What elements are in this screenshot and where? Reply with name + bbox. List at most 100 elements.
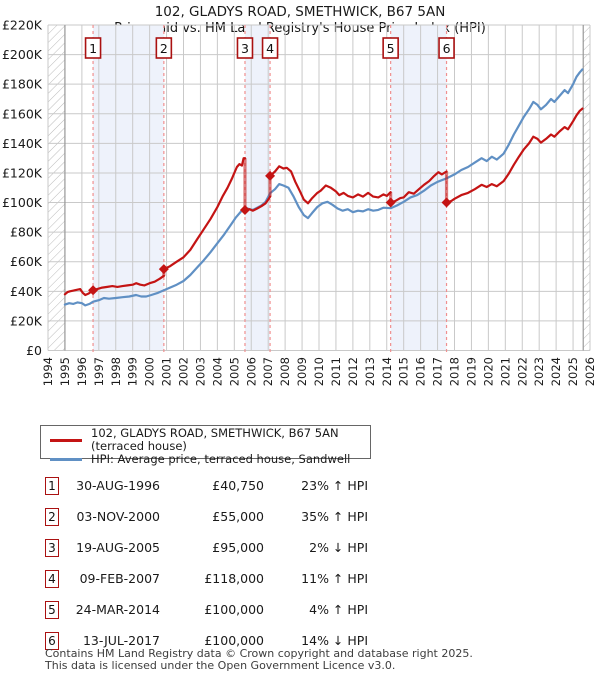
sale-event-label-box: [261, 37, 279, 59]
hpi-line: [63, 68, 584, 307]
sale-hpi-delta: 14% ↓ HPI: [301, 633, 368, 648]
sale-price: £40,750: [212, 478, 264, 493]
y-tick-label: £160K: [2, 106, 43, 121]
sale-number-badge: 2: [45, 507, 59, 526]
y-tick-label: £20K: [10, 313, 43, 328]
sale-hpi-delta: 4% ↑ HPI: [309, 602, 368, 617]
sale-marker-diamond: [441, 197, 452, 208]
price-line: [445, 107, 584, 204]
sale-date: 09-FEB-2007: [79, 571, 160, 586]
x-tick-label: 1996: [75, 357, 89, 386]
chart-legend: 102, GLADYS ROAD, SMETHWICK, B67 5AN (te…: [40, 425, 371, 466]
x-tick-label: 2004: [210, 357, 224, 386]
x-tick-label: 2015: [397, 357, 411, 386]
sale-event-label-box: [155, 37, 173, 59]
sale-price: £118,000: [204, 571, 264, 586]
y-tick-label: £100K: [2, 195, 43, 210]
x-tick-label: 2012: [346, 357, 360, 386]
sale-number-badge: 5: [45, 600, 59, 619]
x-tick-label: 2002: [177, 357, 191, 386]
y-tick-label: £80K: [10, 225, 43, 240]
sale-price: £55,000: [212, 509, 264, 524]
x-tick-label: 2011: [329, 357, 343, 386]
sale-event-number: 3: [241, 41, 249, 56]
sale-hpi-delta: 23% ↑ HPI: [301, 478, 368, 493]
x-tick-label: 1998: [109, 357, 123, 386]
sale-event-label-box: [236, 37, 254, 59]
sale-marker-diamond: [88, 285, 99, 296]
sale-event-number: 4: [266, 41, 274, 56]
y-tick-label: £40K: [10, 284, 43, 299]
table-row: 2 03-NOV-2000 £55,000 35% ↑ HPI: [45, 501, 375, 532]
footer-line1: Contains HM Land Registry data © Crown c…: [45, 647, 473, 660]
sale-event-number: 5: [387, 41, 395, 56]
x-tick-label: 2023: [532, 357, 546, 386]
no-data-hatch: [583, 25, 590, 351]
sale-price: £100,000: [204, 602, 264, 617]
x-tick-label: 2021: [498, 357, 512, 386]
footer-line2: This data is licensed under the Open Gov…: [45, 658, 396, 672]
sale-event-number: 1: [89, 41, 97, 56]
y-tick-label: £220K: [2, 18, 43, 33]
x-tick-label: 2018: [448, 357, 462, 386]
x-tick-label: 2014: [380, 357, 394, 386]
sale-marker-diamond: [265, 170, 276, 181]
legend-label-price: 102, GLADYS ROAD, SMETHWICK, B67 5AN (te…: [91, 426, 339, 453]
y-tick-label: £0: [26, 343, 42, 358]
price-chart: 1 2 3 4 5 6 £0 £20K £40K £60K £80K £100K £120K £140K £…: [2, 18, 597, 387]
x-tick-label: 2013: [363, 357, 377, 386]
x-tick-label: 2019: [464, 357, 478, 386]
hpi-line-swatch: [50, 458, 82, 461]
sale-marker-diamond: [158, 264, 169, 275]
y-tick-label: £180K: [2, 77, 43, 92]
sales-table: 1 30-AUG-1996 £40,750 23% ↑ HPI 2 03-NOV…: [45, 470, 375, 656]
x-tick-label: 2016: [414, 357, 428, 386]
price-line: [63, 274, 165, 297]
price-line-swatch: [50, 438, 82, 442]
x-tick-label: 2008: [278, 357, 292, 386]
x-tick-label: 2022: [515, 357, 529, 386]
x-tick-label: 2020: [481, 357, 495, 386]
price-line: [389, 170, 448, 204]
table-row: 6 13-JUL-2017 £100,000 14% ↓ HPI: [45, 625, 375, 656]
sale-date: 30-AUG-1996: [76, 478, 160, 493]
x-tick-label: 2017: [431, 357, 445, 386]
y-tick-label: £140K: [2, 136, 43, 151]
x-tick-label: 2007: [261, 357, 275, 386]
sale-number-badge: 1: [45, 476, 59, 495]
x-tick-label: 2005: [227, 357, 241, 386]
sale-marker-diamond: [385, 197, 396, 208]
sale-event-number: 6: [443, 41, 451, 56]
sale-event-label-box: [382, 37, 399, 59]
sale-event-label-box: [438, 37, 455, 59]
x-tick-label: 2001: [160, 357, 174, 386]
legend-item-price: 102, GLADYS ROAD, SMETHWICK, B67 5AN (te…: [41, 427, 370, 453]
y-tick-label: £120K: [2, 165, 43, 180]
x-tick-label: 2026: [583, 357, 597, 386]
legend-label-hpi: HPI: Average price, terraced house, Sand…: [91, 452, 351, 466]
x-tick-label: 1997: [92, 357, 106, 386]
sale-number-badge: 6: [45, 631, 59, 650]
price-line: [162, 157, 247, 271]
price-line: [243, 195, 272, 212]
sale-hpi-delta: 2% ↓ HPI: [309, 540, 368, 555]
sale-hpi-delta: 11% ↑ HPI: [301, 571, 368, 586]
x-tick-label: 1995: [58, 357, 72, 386]
sale-date: 03-NOV-2000: [76, 509, 160, 524]
license-footer: Contains HM Land Registry data © Crown c…: [45, 648, 473, 671]
ownership-band: [390, 25, 447, 351]
sale-date: 13-JUL-2017: [82, 633, 160, 648]
sale-price: £100,000: [204, 633, 264, 648]
x-tick-label: 2000: [143, 357, 157, 386]
table-row: 5 24-MAR-2014 £100,000 4% ↑ HPI: [45, 594, 375, 625]
x-tick-label: 2003: [193, 357, 207, 386]
ownership-band: [93, 25, 164, 351]
x-tick-label: 1994: [41, 357, 55, 386]
ownership-band: [244, 25, 271, 351]
page-title: 102, GLADYS ROAD, SMETHWICK, B67 5AN: [154, 4, 446, 20]
sale-marker-diamond: [239, 204, 250, 215]
sale-price: £95,000: [212, 540, 264, 555]
table-row: 4 09-FEB-2007 £118,000 11% ↑ HPI: [45, 563, 375, 594]
x-tick-label: 2025: [566, 357, 580, 386]
price-line: [269, 165, 392, 205]
